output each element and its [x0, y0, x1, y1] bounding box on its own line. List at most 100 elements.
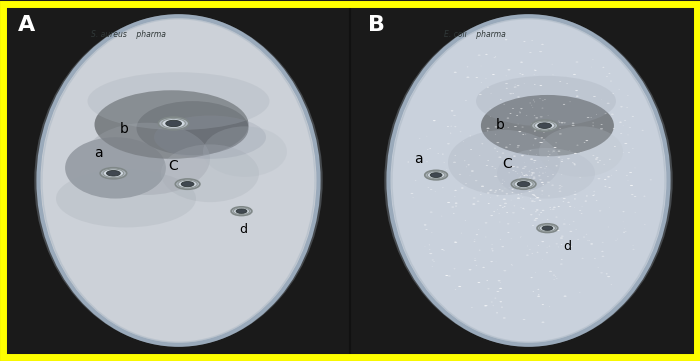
Ellipse shape	[598, 160, 601, 161]
Ellipse shape	[538, 123, 552, 129]
Ellipse shape	[505, 193, 508, 194]
Ellipse shape	[642, 130, 644, 131]
Ellipse shape	[477, 201, 480, 202]
Ellipse shape	[531, 120, 558, 131]
Ellipse shape	[508, 69, 510, 70]
Ellipse shape	[596, 157, 598, 158]
Ellipse shape	[530, 214, 533, 215]
Ellipse shape	[524, 83, 525, 84]
Ellipse shape	[512, 170, 514, 171]
Ellipse shape	[512, 189, 514, 190]
Ellipse shape	[599, 210, 601, 211]
Ellipse shape	[533, 160, 536, 161]
Ellipse shape	[533, 201, 536, 202]
Ellipse shape	[620, 106, 623, 107]
Ellipse shape	[539, 200, 541, 201]
Ellipse shape	[476, 234, 478, 235]
Ellipse shape	[524, 209, 525, 210]
Ellipse shape	[541, 182, 544, 183]
Ellipse shape	[540, 230, 542, 231]
Ellipse shape	[516, 187, 519, 188]
Text: C: C	[169, 159, 178, 173]
Ellipse shape	[541, 142, 543, 143]
Ellipse shape	[487, 87, 489, 88]
Ellipse shape	[629, 172, 632, 173]
Ellipse shape	[486, 165, 488, 166]
Ellipse shape	[563, 201, 564, 202]
Ellipse shape	[502, 207, 504, 208]
Ellipse shape	[428, 187, 429, 188]
Ellipse shape	[443, 250, 444, 251]
Ellipse shape	[469, 269, 472, 270]
Ellipse shape	[514, 180, 533, 188]
Ellipse shape	[575, 61, 578, 62]
Ellipse shape	[532, 225, 534, 226]
Ellipse shape	[507, 223, 510, 224]
Ellipse shape	[560, 264, 563, 265]
Ellipse shape	[535, 196, 537, 197]
Ellipse shape	[624, 143, 627, 144]
Ellipse shape	[634, 196, 636, 197]
Ellipse shape	[523, 319, 526, 320]
Ellipse shape	[626, 175, 628, 176]
Ellipse shape	[471, 170, 474, 171]
Ellipse shape	[533, 195, 536, 196]
Ellipse shape	[602, 242, 603, 243]
Ellipse shape	[527, 180, 530, 181]
Ellipse shape	[447, 202, 450, 203]
Ellipse shape	[526, 115, 527, 116]
Ellipse shape	[519, 73, 522, 74]
Ellipse shape	[547, 182, 550, 183]
Ellipse shape	[619, 89, 620, 90]
Ellipse shape	[550, 209, 552, 210]
Ellipse shape	[519, 131, 522, 132]
Ellipse shape	[536, 197, 539, 198]
Text: a: a	[414, 152, 423, 166]
Ellipse shape	[175, 179, 200, 189]
Ellipse shape	[620, 133, 622, 134]
Ellipse shape	[511, 166, 514, 168]
Ellipse shape	[526, 181, 530, 182]
Ellipse shape	[558, 206, 560, 207]
Ellipse shape	[540, 212, 542, 213]
Ellipse shape	[517, 182, 530, 187]
Ellipse shape	[430, 212, 433, 213]
Ellipse shape	[479, 94, 482, 95]
Ellipse shape	[514, 171, 517, 172]
Ellipse shape	[539, 179, 542, 180]
Ellipse shape	[579, 210, 581, 211]
Ellipse shape	[574, 153, 577, 154]
Ellipse shape	[627, 95, 629, 96]
Ellipse shape	[572, 162, 573, 163]
Ellipse shape	[573, 74, 576, 75]
Ellipse shape	[608, 73, 610, 74]
Ellipse shape	[549, 271, 552, 272]
Ellipse shape	[510, 113, 512, 114]
Ellipse shape	[593, 96, 596, 97]
Ellipse shape	[624, 228, 625, 229]
Ellipse shape	[527, 183, 530, 184]
Ellipse shape	[536, 117, 538, 118]
Ellipse shape	[106, 170, 120, 176]
Ellipse shape	[489, 190, 491, 191]
Ellipse shape	[498, 157, 501, 158]
Ellipse shape	[628, 152, 630, 153]
Ellipse shape	[536, 209, 538, 210]
Ellipse shape	[519, 188, 522, 189]
Ellipse shape	[538, 294, 540, 295]
Ellipse shape	[488, 203, 490, 204]
Ellipse shape	[549, 306, 550, 307]
Ellipse shape	[460, 131, 461, 132]
Ellipse shape	[458, 174, 461, 175]
Ellipse shape	[534, 70, 537, 71]
Ellipse shape	[524, 188, 527, 189]
Ellipse shape	[496, 151, 498, 152]
Ellipse shape	[166, 120, 181, 127]
Ellipse shape	[487, 160, 489, 161]
Ellipse shape	[518, 189, 520, 190]
Ellipse shape	[536, 154, 537, 155]
Ellipse shape	[487, 288, 489, 289]
Ellipse shape	[495, 56, 496, 57]
Ellipse shape	[598, 178, 601, 179]
Ellipse shape	[556, 230, 559, 231]
